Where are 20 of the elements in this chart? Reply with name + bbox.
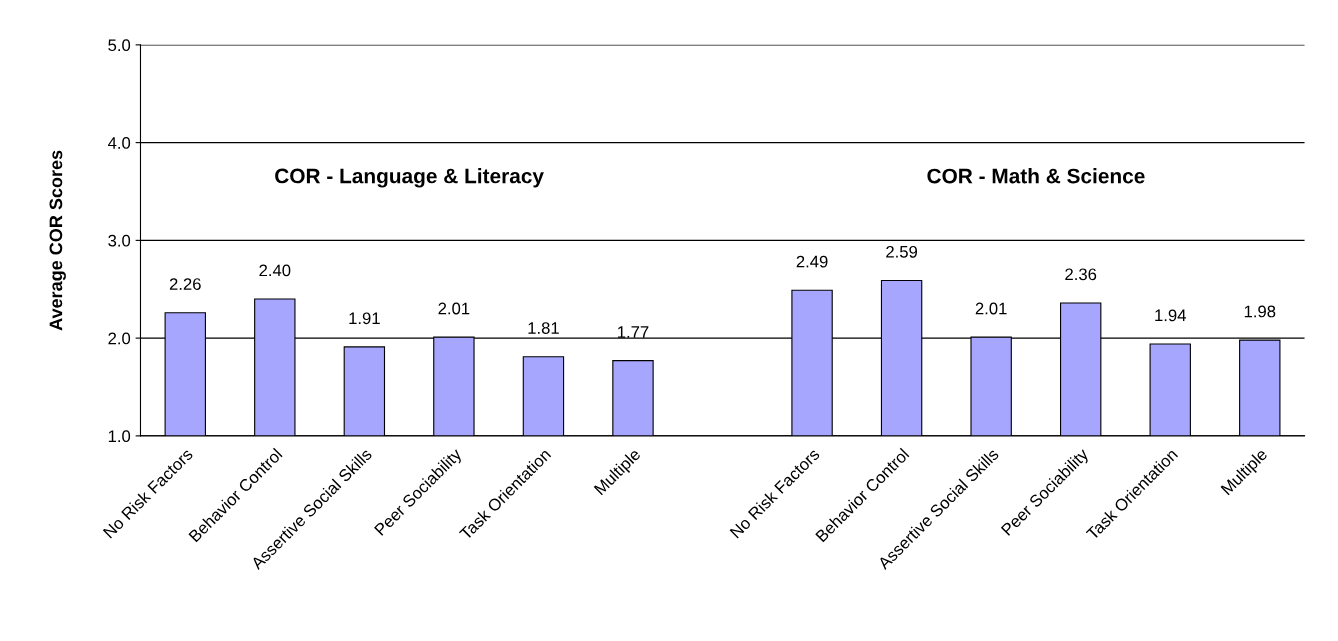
data-label: 2.40 — [259, 264, 291, 277]
data-label: 1.98 — [1244, 305, 1276, 318]
y-tick-label: 3.0 — [108, 234, 131, 247]
data-label: 1.91 — [349, 312, 380, 325]
annotation: COR - Language & Literacy — [275, 168, 544, 188]
data-label: 2.01 — [438, 302, 470, 315]
data-label: 1.81 — [528, 322, 559, 334]
data-label: 2.59 — [886, 245, 918, 258]
data-label: 2.26 — [169, 278, 201, 290]
y-axis-title: Average COR Scores — [49, 150, 66, 331]
data-label: 2.01 — [975, 302, 1007, 315]
y-tick-label: 2.0 — [108, 332, 131, 345]
data-label: 2.49 — [796, 255, 828, 268]
data-label: 1.94 — [1155, 309, 1186, 322]
y-tick-label: 4.0 — [107, 137, 131, 149]
annotation: COR - Math & Science — [927, 168, 1145, 184]
data-label: 2.36 — [1065, 268, 1097, 281]
y-tick-label: 5.0 — [108, 39, 131, 52]
data-label: 1.77 — [618, 326, 649, 338]
y-tick-label: 1.0 — [108, 430, 131, 443]
